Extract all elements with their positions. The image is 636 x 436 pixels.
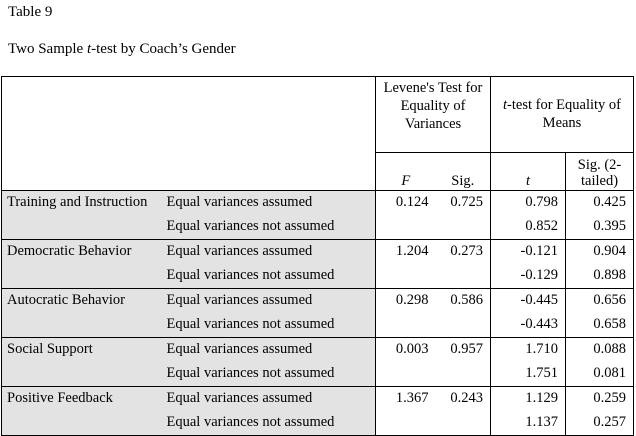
variable-cell: Social Support bbox=[1, 337, 162, 387]
f-value-cell bbox=[376, 264, 436, 289]
assumption-cell: Equal variances not assumed bbox=[161, 411, 376, 436]
sig2-value-cell: 0.081 bbox=[565, 362, 634, 387]
t-value-cell: 1.129 bbox=[490, 386, 566, 411]
col-header-sig2: Sig. (2-tailed) bbox=[565, 152, 634, 191]
sig2-value-cell: 0.898 bbox=[565, 264, 634, 289]
f-value-cell: 0.298 bbox=[375, 288, 436, 313]
sig-value-cell: 0.586 bbox=[435, 288, 492, 313]
table-body: Training and Instruction Equal variances … bbox=[1, 190, 634, 436]
col-header-F: F bbox=[376, 153, 436, 191]
table-row: Social Support Equal variances assumed 0.0… bbox=[1, 337, 634, 387]
title-t: t bbox=[86, 41, 92, 57]
table-title: Two Sample t-test by Coach’s Gender bbox=[8, 41, 236, 58]
stats-table: Levene's Test for Equality of Variances … bbox=[1, 76, 635, 436]
table-row: Equal variances not assumed 0.852 0.395 bbox=[2, 215, 634, 240]
t-value-cell: 1.710 bbox=[490, 337, 566, 362]
table-row: Equal variances not assumed -0.129 0.898 bbox=[2, 264, 634, 289]
sig2-value-cell: 0.904 bbox=[565, 239, 634, 264]
sig-value-cell bbox=[435, 313, 492, 338]
col-t-label: t bbox=[526, 173, 531, 189]
assumption-cell: Equal variances assumed bbox=[161, 190, 376, 215]
f-value-cell: 0.124 bbox=[375, 190, 436, 215]
ttest-rest: -test for Equality of Means bbox=[507, 97, 622, 131]
sig2-value-cell: 0.656 bbox=[565, 288, 634, 313]
header-row-cols: F Sig. t Sig. (2-tailed) bbox=[2, 152, 634, 191]
variable-cell: Positive Feedback bbox=[1, 386, 162, 436]
variable-cell: Training and Instruction bbox=[1, 190, 162, 240]
table-row: Training and Instruction Equal variances … bbox=[1, 190, 634, 240]
assumption-cell: Equal variances assumed bbox=[161, 239, 376, 264]
assumption-cell: Equal variances not assumed bbox=[161, 215, 376, 240]
sig-value-cell: 0.725 bbox=[435, 190, 492, 215]
sig-value-cell: 0.957 bbox=[435, 337, 492, 362]
t-value-cell: -0.445 bbox=[490, 288, 566, 313]
sig2-value-cell: 0.425 bbox=[565, 190, 634, 215]
col-header-t: t bbox=[491, 153, 566, 191]
ttest-t: t bbox=[503, 97, 508, 113]
header-row-group: Levene's Test for Equality of Variances … bbox=[1, 76, 634, 191]
variable-cell: Democratic Behavior bbox=[1, 239, 162, 289]
title-suffix: -test by Coach’s Gender bbox=[91, 41, 236, 57]
header-blank bbox=[1, 76, 376, 191]
t-value-cell: 1.137 bbox=[490, 411, 566, 436]
table-row: Equal variances not assumed -0.443 0.658 bbox=[2, 313, 634, 338]
col-F-label: F bbox=[401, 173, 411, 189]
assumption-cell: Equal variances not assumed bbox=[161, 362, 376, 387]
sig-value-cell bbox=[435, 411, 492, 436]
t-value-cell: -0.129 bbox=[520, 267, 559, 283]
sig-value-cell bbox=[435, 362, 492, 387]
levene-header: Levene's Test for Equality of Variances bbox=[375, 76, 492, 153]
assumption-cell: Equal variances assumed bbox=[161, 288, 376, 313]
table-number: Table 9 bbox=[8, 4, 53, 20]
col-header-sig: Sig. bbox=[435, 152, 492, 191]
table-row: Positive Feedback Equal variances assumed… bbox=[1, 386, 634, 436]
sig2-value-cell: 0.259 bbox=[565, 386, 634, 411]
sig2-value-cell: 0.257 bbox=[565, 411, 634, 436]
f-value-cell bbox=[376, 362, 436, 387]
table-row: Autocratic Behavior Equal variances assum… bbox=[1, 288, 634, 338]
table-row: Democratic Behavior Equal variances assum… bbox=[1, 239, 634, 289]
t-value-cell: 0.798 bbox=[490, 190, 566, 215]
t-value-cell: -0.121 bbox=[490, 239, 566, 264]
assumption-cell: Equal variances assumed bbox=[161, 337, 376, 362]
t-value-cell: -0.443 bbox=[520, 316, 559, 332]
variable-cell: Autocratic Behavior bbox=[1, 288, 162, 338]
f-value-cell: 0.003 bbox=[375, 337, 436, 362]
f-value-cell: 1.204 bbox=[375, 239, 436, 264]
sig-value-cell bbox=[435, 215, 492, 240]
sig-value-cell bbox=[435, 264, 492, 289]
sig-value-cell: 0.243 bbox=[435, 386, 492, 411]
ttest-header: t-test for Equality of Means bbox=[490, 76, 634, 153]
f-value-cell bbox=[376, 313, 436, 338]
sig-value-cell: 0.273 bbox=[435, 239, 492, 264]
assumption-cell: Equal variances assumed bbox=[161, 386, 376, 411]
sig2-value-cell: 0.658 bbox=[565, 313, 634, 338]
assumption-cell: Equal variances not assumed bbox=[161, 264, 376, 289]
table-row: Equal variances not assumed 1.751 0.081 bbox=[2, 362, 634, 387]
assumption-cell: Equal variances not assumed bbox=[161, 313, 376, 338]
t-value-cell: 0.852 bbox=[525, 218, 559, 234]
f-value-cell bbox=[376, 215, 436, 240]
f-value-cell: 1.367 bbox=[375, 386, 436, 411]
sig2-value-cell: 0.088 bbox=[565, 337, 634, 362]
title-prefix: Two Sample bbox=[8, 41, 87, 57]
f-value-cell bbox=[375, 411, 436, 436]
t-value-cell: 1.751 bbox=[525, 365, 559, 381]
sig2-value-cell: 0.395 bbox=[565, 215, 634, 240]
